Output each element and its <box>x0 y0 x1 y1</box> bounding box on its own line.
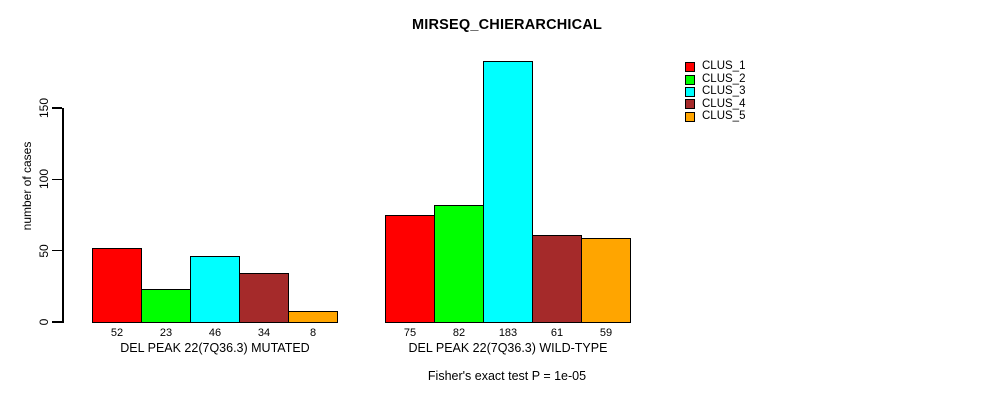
bar-clus_2-cat2 <box>434 205 484 323</box>
bar-value-label: 8 <box>309 327 317 339</box>
bar-clus_2-cat1 <box>141 289 191 323</box>
legend-label: CLUS_5 <box>702 110 746 122</box>
bar-clus_1-cat2 <box>385 215 435 323</box>
legend: CLUS_1 CLUS_2 CLUS_3 CLUS_4 CLUS_5 <box>685 61 745 123</box>
legend-swatch <box>685 111 695 122</box>
bar-value-label: 34 <box>257 327 271 339</box>
y-axis-tick <box>52 321 62 323</box>
bar-clus_3-cat2 <box>483 60 533 323</box>
y-axis-tick <box>52 249 62 252</box>
bar-value-label: 59 <box>599 327 613 339</box>
bar-clus_1-cat1 <box>92 247 142 323</box>
category-label: DEL PEAK 22(7Q36.3) WILD-TYPE <box>408 341 608 355</box>
legend-item-clus_5: CLUS_5 <box>685 110 746 123</box>
bar-value-label: 61 <box>550 327 564 339</box>
y-axis-tick <box>52 107 62 109</box>
y-axis-label: number of cases <box>20 141 34 231</box>
legend-swatch <box>685 74 695 85</box>
bar-value-label: 75 <box>403 327 417 339</box>
bar-value-label: 23 <box>159 327 173 339</box>
y-axis-tick-label: 100 <box>37 169 51 190</box>
legend-label: CLUS_1 <box>702 60 746 73</box>
legend-item-clus_4: CLUS_4 <box>685 98 745 110</box>
legend-swatch <box>685 99 695 110</box>
y-axis-tick-label: 0 <box>37 318 51 326</box>
legend-swatch <box>685 86 695 97</box>
category-label: DEL PEAK 22(7Q36.3) MUTATED <box>120 341 310 355</box>
fisher-test-annotation: Fisher's exact test P = 1e-05 <box>427 369 587 383</box>
bar-clus_3-cat1 <box>190 256 240 323</box>
legend-item-clus_1: CLUS_1 <box>685 61 745 73</box>
legend-label: CLUS_3 <box>702 85 746 98</box>
y-axis-tick <box>52 178 62 181</box>
bar-clus_5-cat2 <box>581 237 631 323</box>
legend-item-clus_2: CLUS_2 <box>685 73 745 85</box>
bar-value-label: 52 <box>110 327 124 339</box>
bar-clus_5-cat1 <box>288 310 338 323</box>
chart-title: MIRSEQ_CHIERARCHICAL <box>411 17 603 33</box>
legend-label: CLUS_4 <box>702 97 746 110</box>
y-axis-line <box>62 107 64 323</box>
bar-value-label: 183 <box>498 327 518 339</box>
bar-clus_4-cat2 <box>532 234 582 323</box>
legend-item-clus_3: CLUS_3 <box>685 86 745 98</box>
bar-value-label: 82 <box>452 327 466 339</box>
bar-value-label: 46 <box>208 327 222 339</box>
y-axis-tick-label: 50 <box>37 243 51 258</box>
bar-clus_4-cat1 <box>239 273 289 323</box>
y-axis-tick-label: 150 <box>37 97 51 119</box>
legend-swatch <box>685 62 695 73</box>
legend-label: CLUS_2 <box>702 72 746 85</box>
